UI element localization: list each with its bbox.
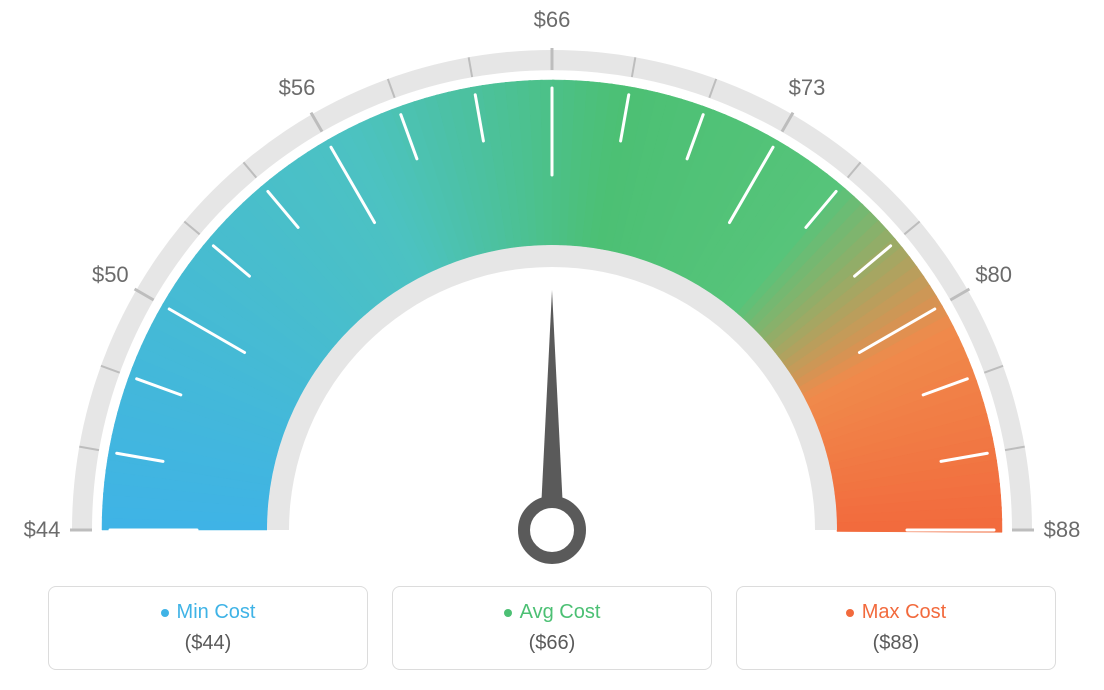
legend-label-min: Min Cost (161, 601, 256, 624)
legend-dot-min (161, 609, 169, 617)
tick-label: $50 (92, 262, 129, 288)
tick-label: $66 (534, 7, 571, 33)
gauge-area: $44 $50 $56 $66 $73 $80 $88 (0, 0, 1104, 560)
cost-gauge-chart: $44 $50 $56 $66 $73 $80 $88 Min Cost ($44) Avg… (0, 0, 1104, 690)
tick-label: $73 (789, 75, 826, 101)
legend-label-max: Max Cost (846, 601, 946, 624)
tick-label: $88 (1044, 517, 1081, 543)
legend-text-min: Min Cost (177, 601, 256, 624)
legend-row: Min Cost ($44) Avg Cost ($66) Max Cost (… (40, 586, 1064, 670)
legend-card-max: Max Cost ($88) (736, 586, 1056, 670)
legend-label-avg: Avg Cost (504, 601, 601, 624)
legend-dot-avg (504, 609, 512, 617)
tick-label: $80 (975, 262, 1012, 288)
legend-card-min: Min Cost ($44) (48, 586, 368, 670)
legend-text-max: Max Cost (862, 601, 946, 624)
tick-label: $44 (24, 517, 61, 543)
tick-label: $56 (279, 75, 316, 101)
legend-value-max: ($88) (737, 632, 1055, 655)
legend-value-min: ($44) (49, 632, 367, 655)
legend-text-avg: Avg Cost (520, 601, 601, 624)
legend-card-avg: Avg Cost ($66) (392, 586, 712, 670)
gauge-svg (0, 0, 1104, 580)
legend-value-avg: ($66) (393, 632, 711, 655)
legend-dot-max (846, 609, 854, 617)
